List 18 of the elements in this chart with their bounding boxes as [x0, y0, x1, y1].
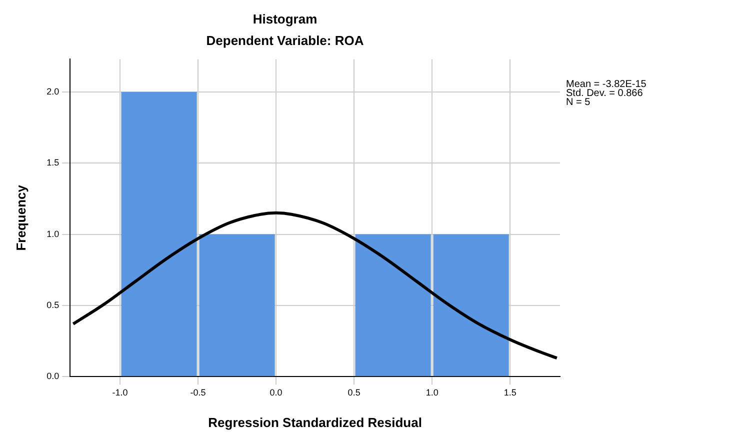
y-tick-label: 0.0	[46, 371, 60, 382]
y-tick-label: 2.0	[46, 86, 60, 96]
text: Mean = -3.82E-15	[566, 78, 647, 90]
y-tick-label: 1.0	[46, 228, 60, 239]
x-tick-label: 0.5	[348, 387, 360, 398]
y-tick-label: 1.5	[46, 158, 60, 168]
x-tick-label: -1.0	[112, 387, 128, 398]
x-axis-title: Regression Standardized Residual	[208, 414, 422, 430]
y-tick-label: 0.5	[46, 300, 60, 310]
chart-subtitle: Dependent Variable: ROA	[206, 32, 364, 48]
chart-title: Histogram	[252, 11, 318, 26]
y-axis-title: Frequency	[13, 184, 28, 251]
x-tick-label: 0.0	[270, 387, 282, 398]
text: N = 5	[566, 96, 591, 108]
text: Std. Dev. = 0.866	[566, 88, 644, 99]
x-tick-label: 1.5	[504, 387, 516, 398]
x-tick-label: -0.5	[190, 387, 206, 398]
x-tick-label: 1.0	[426, 387, 438, 398]
